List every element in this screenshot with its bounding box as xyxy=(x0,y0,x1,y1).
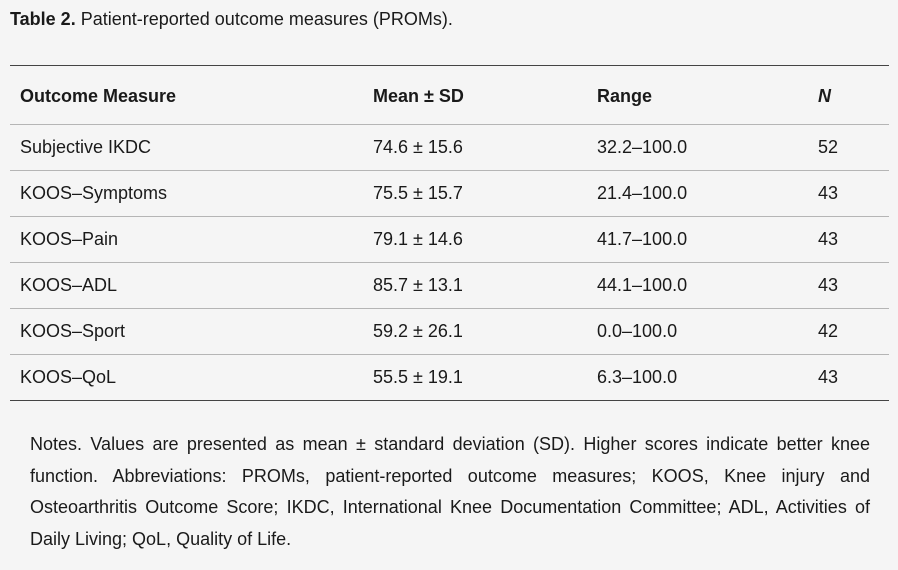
cell-range: 32.2–100.0 xyxy=(597,137,688,157)
table-row: KOOS–Symptoms 75.5 ± 15.7 21.4–100.0 43 xyxy=(10,170,889,216)
table-caption-label: Table 2. xyxy=(10,9,76,29)
cell-mean-sd: 75.5 ± 15.7 xyxy=(373,183,463,203)
cell-outcome-measure: KOOS–Sport xyxy=(20,321,126,341)
cell-n: 43 xyxy=(818,183,839,203)
cell-n: 43 xyxy=(818,367,839,387)
header-mean-sd: Mean ± SD xyxy=(373,86,464,106)
table-row: Subjective IKDC 74.6 ± 15.6 32.2–100.0 5… xyxy=(10,124,889,170)
header-range: Range xyxy=(597,86,653,106)
cell-n: 43 xyxy=(818,275,839,295)
cell-mean-sd: 79.1 ± 14.6 xyxy=(373,229,463,249)
table-row: KOOS–QoL 55.5 ± 19.1 6.3–100.0 43 xyxy=(10,354,889,400)
cell-range: 0.0–100.0 xyxy=(597,321,678,341)
cell-n: 43 xyxy=(818,229,839,249)
cell-mean-sd: 85.7 ± 13.1 xyxy=(373,275,463,295)
outcome-table: Outcome Measure Mean ± SD Range N Subjec… xyxy=(10,65,889,401)
header-outcome-measure: Outcome Measure xyxy=(20,86,177,106)
table-row: KOOS–ADL 85.7 ± 13.1 44.1–100.0 43 xyxy=(10,262,889,308)
table-header-row: Outcome Measure Mean ± SD Range N xyxy=(10,66,889,124)
table-row: KOOS–Pain 79.1 ± 14.6 41.7–100.0 43 xyxy=(10,216,889,262)
cell-n: 42 xyxy=(818,321,839,341)
table-notes: Notes. Values are presented as mean ± st… xyxy=(30,434,870,549)
cell-range: 41.7–100.0 xyxy=(597,229,688,249)
cell-range: 21.4–100.0 xyxy=(597,183,688,203)
cell-n: 52 xyxy=(818,137,839,157)
cell-mean-sd: 74.6 ± 15.6 xyxy=(373,137,463,157)
cell-outcome-measure: KOOS–ADL xyxy=(20,275,118,295)
table-caption: Table 2. Patient-reported outcome measur… xyxy=(10,6,453,32)
cell-outcome-measure: KOOS–Pain xyxy=(20,229,119,249)
table-row: KOOS–Sport 59.2 ± 26.1 0.0–100.0 42 xyxy=(10,308,889,354)
header-n: N xyxy=(818,86,831,106)
cell-outcome-measure: Subjective IKDC xyxy=(20,137,152,157)
cell-range: 6.3–100.0 xyxy=(597,367,678,387)
cell-outcome-measure: KOOS–QoL xyxy=(20,367,117,387)
cell-mean-sd: 55.5 ± 19.1 xyxy=(373,367,463,387)
cell-outcome-measure: KOOS–Symptoms xyxy=(20,183,168,203)
cell-range: 44.1–100.0 xyxy=(597,275,688,295)
table-caption-text: Patient-reported outcome measures (PROMs… xyxy=(80,9,453,29)
cell-mean-sd: 59.2 ± 26.1 xyxy=(373,321,463,341)
